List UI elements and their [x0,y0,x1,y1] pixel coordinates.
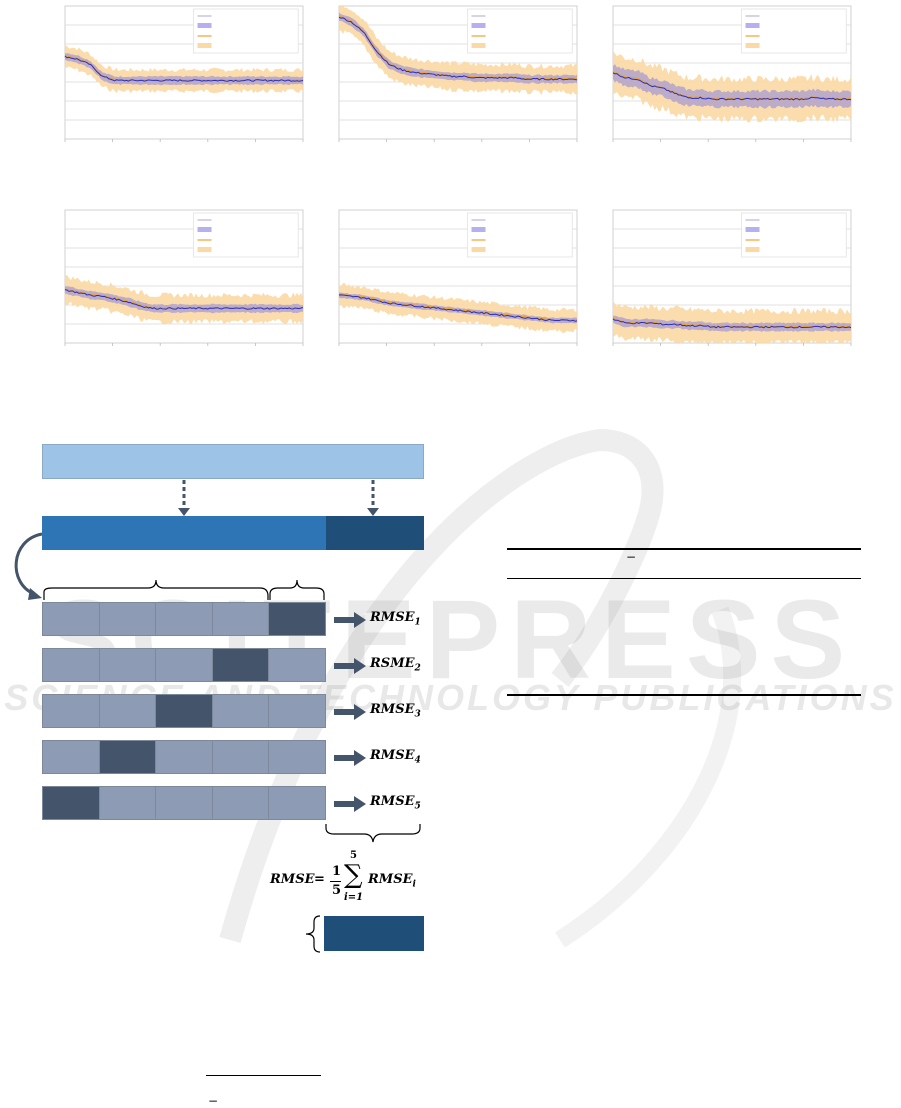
chart-mean-line-blue [612,72,852,101]
full-dataset-bar [42,444,424,479]
fold-cell-training [155,786,213,820]
fold-cell-training [42,648,100,682]
rmse-label-base: RMSE [370,794,415,809]
legend-swatch-band-purple [471,227,486,232]
rmse-label-sub: 1 [414,617,421,628]
chart-mean-line-orange [612,317,851,327]
test-set-bar [326,516,424,550]
table-top-rule [507,548,861,550]
chart-std-band-purple [65,53,303,86]
fold-cell-training [98,786,157,820]
legend-swatch-band-purple [745,23,760,28]
rmse-label-base: RMSE [370,610,415,625]
chart-mean-line-blue [338,294,578,322]
fold-cell-training [268,740,326,774]
chart-std-band-purple [613,64,851,109]
results-brace [325,824,421,843]
rmse-label-base: RMSE [370,702,415,717]
average-rmse-formula: RMSE = 1 5 5 ∑ i=1 RMSEi [270,850,440,908]
fold-cell-training [42,602,100,636]
fold-cell-training [155,602,213,636]
table-header-rule [507,578,861,579]
fold-cell-validation [98,740,157,774]
bottom-formula-overline [206,1075,321,1076]
fold-cell-training [268,786,326,820]
formula-term: RMSEi [368,872,416,890]
fold-cell-training [268,694,326,728]
sum-sign-icon: ∑ [344,860,363,890]
fold-cell-training [42,740,100,774]
legend-swatch-band-orange [745,43,760,48]
table-header-symbol: − [626,550,637,564]
chart-std-band-orange [65,274,303,325]
fold-cell-validation [155,694,213,728]
chart-mean-line-blue [338,16,578,81]
chart-std-band-orange [613,301,851,343]
rmse-label-sub: 3 [414,709,421,720]
formula-sum-upper: 5 [350,850,357,861]
chart-mean-line-blue [64,289,304,310]
legend-swatch-band-purple [197,227,212,232]
fold-cell-training [268,648,326,682]
fold-cell-training [98,602,157,636]
legend-swatch-band-orange [471,247,486,252]
rmse-label-sub: 2 [414,663,421,674]
rmse-label: RMSE1 [370,610,421,628]
rmse-label-base: RMSE [370,748,415,763]
legend-swatch-band-purple [471,23,486,28]
training-set-bar [42,516,326,550]
final-test-bar [324,916,424,951]
rmse-label: RMSE4 [370,748,421,766]
formula-sum-lower: i=1 [344,892,364,903]
split-arrows [14,480,379,600]
fold-cell-validation [268,602,326,636]
fold-cell-training [211,786,270,820]
formula-equals: = [314,872,325,887]
rmse-label-base: RSME [370,656,415,671]
bottom-formula-symbol: − [208,1094,219,1108]
fold-cell-training [42,694,100,728]
formula-frac-num: 1 [332,864,342,879]
formula-frac-den: 5 [332,883,342,898]
rmse-label: RMSE5 [370,794,421,812]
rmse-label: RSME2 [370,656,421,674]
legend-swatch-band-orange [745,247,760,252]
fold-cell-training [211,694,270,728]
chart-mean-line-orange [64,55,303,81]
fold-cell-training [211,602,270,636]
chart-std-band-purple [339,12,577,84]
legend-swatch-band-orange [197,43,212,48]
chart-std-band-orange [339,6,577,96]
fold-cell-training [98,694,157,728]
final-test-brace [305,915,321,953]
chart-mean-line-blue [612,318,852,329]
formula-frac-bar [330,881,341,882]
legend-swatch-band-orange [471,43,486,48]
result-arrow-icon [334,612,366,628]
result-arrow-icon [334,704,366,720]
fold-cell-training [155,648,213,682]
fold-cell-validation [211,648,270,682]
legend-swatch-band-purple [197,23,212,28]
fold-cell-training [211,740,270,774]
formula-lhs: RMSE [270,872,315,887]
rmse-label-sub: 4 [414,755,421,766]
chart-std-band-purple [613,315,851,332]
result-arrow-icon [334,750,366,766]
fold-cell-training [155,740,213,774]
fold-cell-training [98,648,157,682]
rmse-label-sub: 5 [414,801,421,812]
rmse-label: RMSE3 [370,702,421,720]
chart-mean-line-blue [64,55,304,82]
fold-cell-validation [42,786,100,820]
training-curves-grid [64,5,852,346]
result-arrow-icon [334,796,366,812]
formula-term-sub: i [412,879,416,890]
result-arrow-icon [334,658,366,674]
legend-swatch-band-purple [745,227,760,232]
chart-std-band-purple [65,285,303,314]
formula-term-base: RMSE [368,872,413,887]
legend-swatch-band-orange [197,247,212,252]
table-bottom-rule [507,694,861,696]
